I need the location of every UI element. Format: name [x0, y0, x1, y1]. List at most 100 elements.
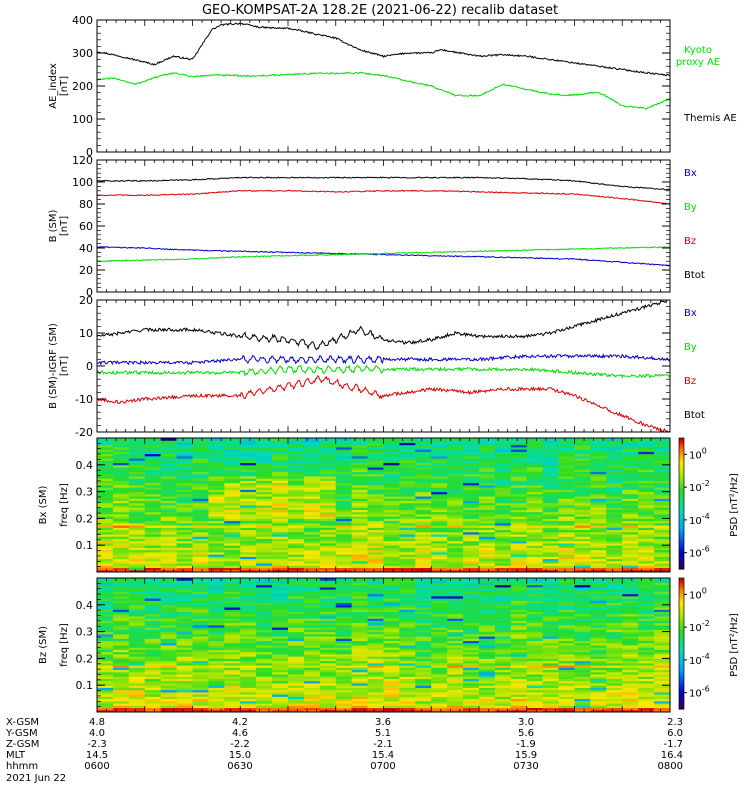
- spectrogram-cell: [176, 451, 193, 455]
- spectrogram-cell: [479, 662, 496, 666]
- spectrogram-cell: [590, 682, 607, 686]
- spectrogram-cell: [208, 591, 225, 595]
- spectrogram-cell: [590, 638, 607, 642]
- spectrogram-cell: [431, 582, 448, 586]
- spectrogram-cell: [447, 589, 464, 592]
- spectrogram-cell: [431, 451, 448, 455]
- spectrogram-cell: [479, 651, 496, 655]
- spectrogram-cell: [224, 484, 241, 488]
- spectrogram-cell: [97, 645, 114, 648]
- spectrogram-cell: [574, 453, 591, 457]
- spectrogram-cell: [606, 473, 623, 477]
- spectrogram-cell: [463, 545, 480, 548]
- spectrogram-cell: [97, 591, 114, 595]
- spectrogram-cell: [112, 525, 130, 528]
- spectrogram-cell: [479, 674, 496, 677]
- spectrogram-cell: [494, 700, 512, 704]
- spectrogram-cell: [638, 511, 655, 515]
- spectrogram-cell: [431, 455, 448, 459]
- spectrogram-cell: [479, 676, 496, 679]
- spectrogram-cell: [383, 667, 400, 671]
- spectrogram-cell: [574, 509, 591, 513]
- spectrogram-cell: [224, 620, 241, 624]
- spectrogram-cell: [288, 685, 305, 688]
- spectrogram-cell: [303, 554, 321, 557]
- spectrogram-cell: [558, 595, 575, 599]
- spectrogram-cell: [494, 565, 512, 569]
- spectrogram-cell: [447, 538, 464, 542]
- spectrogram-cell: [272, 627, 289, 630]
- spectrogram-cell: [351, 493, 369, 497]
- spectrogram-cell: [510, 513, 528, 517]
- spectrogram-cell: [654, 549, 671, 553]
- spectrogram-cell: [431, 438, 448, 441]
- spectrogram-cell: [447, 642, 464, 646]
- spectrogram-cell: [303, 551, 321, 555]
- spectrogram-cell: [208, 507, 225, 510]
- spectrogram-cell: [176, 551, 193, 555]
- spectrogram-cell: [415, 518, 432, 522]
- y-tick-label: 0.1: [76, 539, 94, 552]
- spectrogram-cell: [351, 529, 369, 533]
- spectrogram-cell: [558, 464, 575, 468]
- spectrogram-cell: [128, 611, 146, 615]
- spectrogram-cell: [240, 478, 257, 481]
- spectrogram-cell: [606, 507, 623, 510]
- spectrogram-cell: [447, 640, 464, 644]
- spectrogram-cell: [574, 440, 591, 443]
- spectrogram-cell: [97, 633, 114, 637]
- spectrogram-cell: [415, 567, 432, 571]
- spectrogram-cell: [176, 511, 193, 515]
- spectrogram-cell: [542, 647, 560, 650]
- spectrogram-cell: [112, 680, 130, 684]
- spectrogram-cell: [208, 611, 225, 615]
- spectrogram-cell: [97, 502, 114, 506]
- y-tick-label: 100: [72, 176, 93, 189]
- spectrogram-cell: [606, 563, 623, 566]
- spectrogram-cell: [606, 615, 623, 619]
- spectrogram-cell: [383, 665, 400, 668]
- spectrogram-cell: [606, 584, 623, 588]
- spectrogram-cell: [319, 593, 337, 597]
- spectrogram-cell: [542, 471, 560, 475]
- spectrogram-cell: [654, 538, 671, 542]
- spectrogram-cell: [574, 511, 591, 515]
- spectrogram-cell: [574, 442, 591, 446]
- spectrogram-cell: [494, 649, 512, 653]
- spectrogram-cell: [160, 662, 178, 666]
- spectrogram-cell: [224, 505, 241, 508]
- spectrogram-cell: [303, 478, 321, 481]
- spectrogram-cell: [208, 680, 225, 684]
- spectrogram-cell: [526, 496, 544, 499]
- spectrogram-cell: [574, 455, 591, 459]
- spectrogram-cell: [510, 671, 528, 675]
- spectrogram-cell: [447, 491, 464, 495]
- spectrogram-cell: [463, 484, 480, 488]
- spectrogram-cell: [256, 471, 273, 475]
- spectrogram-cell: [622, 531, 639, 535]
- colorbar-segment: [679, 459, 684, 463]
- spectrogram-cell: [319, 554, 337, 557]
- spectrogram-cell: [431, 520, 448, 524]
- spectrogram-cell: [128, 464, 146, 468]
- spectrogram-cell: [654, 500, 671, 504]
- spectrogram-cell: [431, 636, 448, 639]
- spectrogram-cell: [383, 489, 400, 493]
- colorbar-segment: [679, 518, 684, 522]
- spectrogram-cell: [479, 653, 496, 657]
- spectrogram-cell: [606, 674, 623, 677]
- spectrogram-cell: [558, 511, 575, 515]
- spectrogram-cell: [447, 613, 464, 617]
- spectrogram-cell: [654, 480, 671, 484]
- spectrogram-cell: [319, 703, 337, 706]
- spectrogram-cell: [128, 507, 146, 510]
- spectrogram-cell: [160, 538, 178, 542]
- spectrogram-cell: [367, 618, 384, 621]
- spectrogram-cell: [431, 569, 448, 573]
- spectrogram-cell: [208, 691, 225, 695]
- spectrogram-cell: [144, 484, 162, 488]
- spectrogram-cell: [447, 549, 464, 553]
- spectrogram-cell: [160, 475, 178, 479]
- spectrogram-cell: [192, 618, 209, 621]
- spectrogram-cell: [463, 567, 480, 571]
